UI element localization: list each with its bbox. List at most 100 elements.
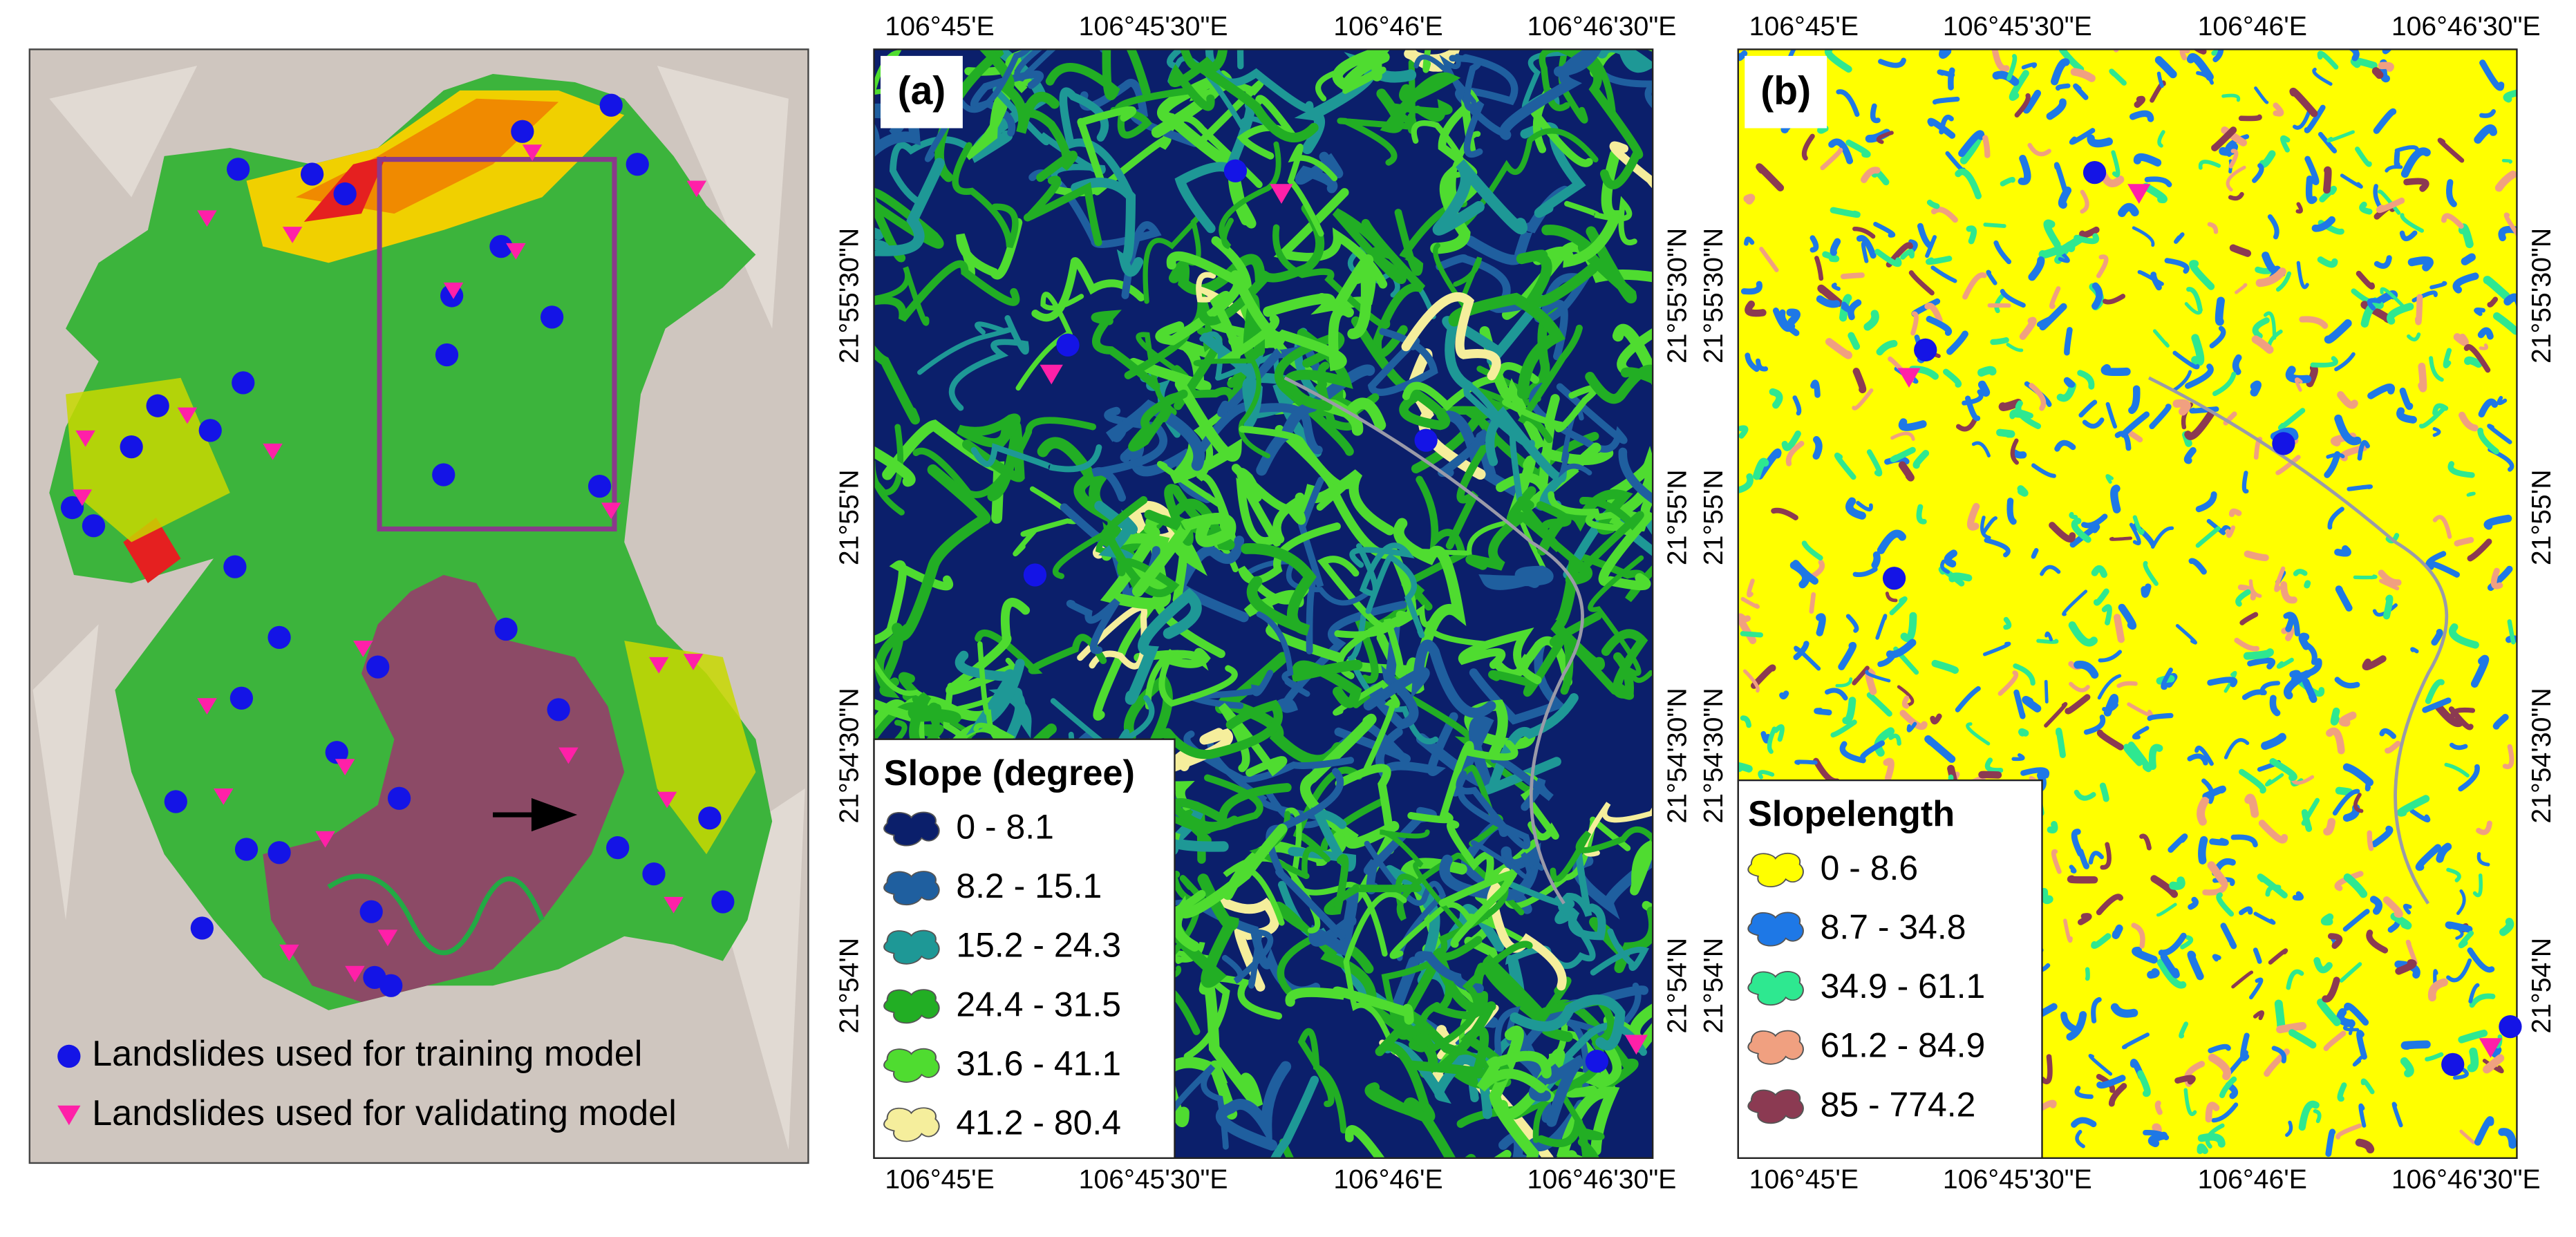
raster-texture bbox=[1890, 446, 1916, 463]
raster-texture bbox=[2229, 244, 2252, 257]
raster-texture bbox=[1436, 254, 1534, 313]
raster-texture bbox=[1349, 542, 1415, 596]
raster-texture bbox=[2239, 612, 2259, 625]
raster-texture bbox=[2254, 86, 2269, 104]
raster-texture bbox=[1991, 49, 2010, 72]
mid-elevation bbox=[66, 377, 756, 855]
raster-texture bbox=[1825, 49, 1852, 73]
raster-texture bbox=[1932, 96, 1960, 105]
raster-texture bbox=[2074, 789, 2096, 801]
raster-texture bbox=[2458, 223, 2474, 249]
raster-texture bbox=[2286, 969, 2304, 990]
raster-texture bbox=[2207, 677, 2238, 688]
raster-texture bbox=[2454, 536, 2474, 547]
raster-texture bbox=[2429, 356, 2444, 382]
longitude-label: 106°45'30"E bbox=[1079, 12, 1228, 41]
raster-texture bbox=[2431, 561, 2460, 578]
raster-texture bbox=[2371, 67, 2384, 79]
raster-texture bbox=[2446, 179, 2457, 207]
raster-texture bbox=[1134, 648, 1211, 671]
raster-texture bbox=[988, 688, 1032, 759]
raster-texture bbox=[1863, 310, 1879, 331]
longitude-label: 106°45'E bbox=[1749, 1164, 1859, 1194]
raster-texture bbox=[1878, 57, 1906, 68]
raster-texture bbox=[2197, 797, 2209, 826]
raster-texture bbox=[2338, 711, 2357, 727]
panel-label-box bbox=[1745, 55, 1827, 129]
raster-texture bbox=[956, 218, 1023, 280]
raster-texture bbox=[2490, 567, 2503, 589]
raster-texture bbox=[2110, 1003, 2138, 1018]
raster-texture bbox=[1740, 631, 1764, 638]
raster-texture bbox=[2097, 674, 2122, 700]
raster-texture bbox=[2123, 744, 2143, 766]
longitude-label: 106°46'E bbox=[1333, 1164, 1442, 1194]
raster-texture bbox=[2211, 1102, 2239, 1123]
raster-texture bbox=[874, 158, 945, 256]
raster-texture bbox=[1930, 207, 1958, 223]
raster-texture bbox=[2186, 53, 2214, 82]
legend-label: 15.2 - 24.3 bbox=[956, 926, 1121, 965]
raster-texture bbox=[1874, 249, 1902, 267]
raster-texture bbox=[1343, 891, 1407, 1055]
raster-texture bbox=[1550, 555, 1606, 671]
raster-texture bbox=[2483, 514, 2512, 530]
raster-texture bbox=[1809, 235, 1819, 253]
raster-texture bbox=[2147, 968, 2160, 979]
raster-texture bbox=[1870, 103, 1881, 124]
raster-texture bbox=[2069, 511, 2078, 520]
raster-texture bbox=[2205, 1102, 2220, 1123]
raster-texture bbox=[1363, 639, 1496, 718]
raster-texture bbox=[2195, 491, 2217, 513]
raster-texture bbox=[2259, 150, 2276, 168]
raster-texture bbox=[2446, 867, 2461, 882]
raster-texture bbox=[1822, 251, 1840, 263]
raster-texture bbox=[1020, 108, 1078, 182]
raster-texture bbox=[2263, 311, 2277, 340]
raster-texture bbox=[1926, 256, 1953, 265]
raster-texture bbox=[2073, 83, 2089, 100]
raster-texture bbox=[1589, 906, 1653, 974]
raster-texture bbox=[1984, 538, 2011, 558]
raster-texture bbox=[2317, 256, 2338, 268]
raster-texture bbox=[2000, 289, 2026, 308]
raster-texture bbox=[2183, 1088, 2197, 1116]
raster-texture bbox=[2317, 998, 2341, 1026]
raster-texture bbox=[2195, 526, 2221, 548]
raster-texture bbox=[2238, 114, 2262, 122]
raster-texture bbox=[2327, 933, 2343, 950]
raster-texture bbox=[1871, 551, 1881, 569]
raster-texture bbox=[1516, 496, 1644, 572]
raster-texture bbox=[1529, 382, 1628, 453]
raster-texture bbox=[2050, 58, 2070, 86]
legend-label: 0 - 8.6 bbox=[1821, 849, 1918, 887]
raster-texture bbox=[2244, 793, 2259, 818]
panel-label-box bbox=[881, 55, 963, 129]
raster-texture bbox=[2137, 270, 2164, 286]
raster-texture bbox=[2382, 896, 2403, 918]
raster-texture bbox=[2188, 558, 2207, 575]
raster-texture bbox=[2228, 149, 2239, 169]
raster-texture bbox=[1168, 49, 1215, 111]
raster-texture bbox=[1809, 592, 1816, 614]
training-point bbox=[1056, 333, 1080, 357]
raster-texture bbox=[2093, 588, 2109, 606]
raster-texture bbox=[1885, 592, 1898, 603]
raster-texture bbox=[1023, 176, 1102, 247]
raster-texture bbox=[2017, 485, 2029, 497]
legend-swatch bbox=[1747, 912, 1804, 947]
raster-texture bbox=[1517, 496, 1572, 553]
raster-texture bbox=[874, 260, 1020, 322]
raster-texture bbox=[2071, 829, 2084, 857]
raster-texture bbox=[2355, 1138, 2375, 1154]
raster-texture bbox=[2459, 1129, 2476, 1144]
raster-texture bbox=[1842, 697, 1856, 724]
raster-texture bbox=[2240, 1032, 2250, 1061]
raster-texture bbox=[1270, 601, 1407, 713]
raster-texture bbox=[2447, 461, 2475, 478]
raster-texture bbox=[1930, 713, 1942, 725]
raster-texture bbox=[2298, 1100, 2320, 1131]
raster-texture bbox=[1381, 876, 1509, 1037]
raster-texture bbox=[2078, 226, 2100, 238]
raster-texture bbox=[2046, 98, 2067, 120]
